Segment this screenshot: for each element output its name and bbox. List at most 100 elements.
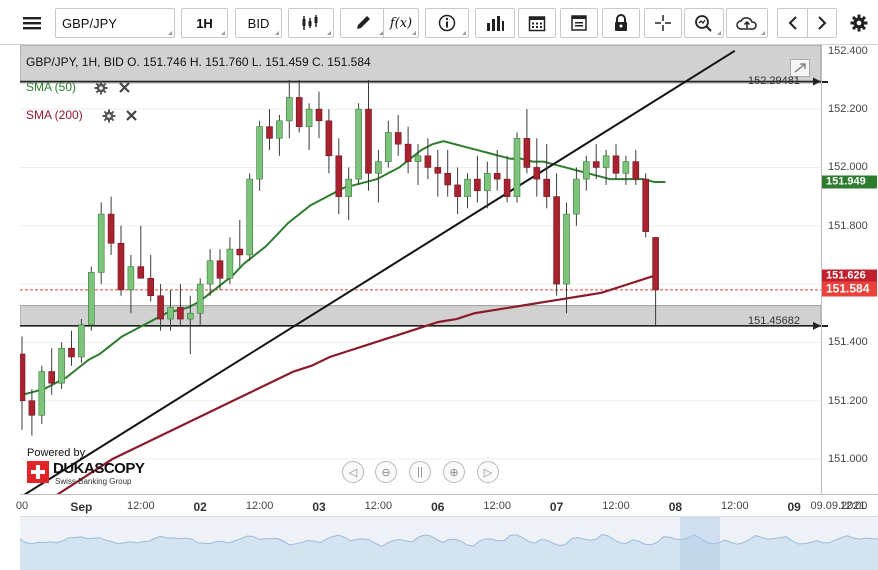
time-tick-label: 08 (668, 500, 683, 514)
bar-chart-button[interactable] (475, 8, 515, 38)
price-chart[interactable] (20, 45, 821, 494)
zoom-out-button[interactable]: ⊖ (375, 461, 397, 483)
report-button[interactable] (560, 8, 598, 38)
candle-body (642, 178, 650, 232)
candle-body (483, 172, 491, 192)
time-tick-label: 06 (431, 500, 445, 514)
candle-body (167, 307, 174, 320)
sma50-gear-icon[interactable] (94, 81, 108, 95)
time-tick-label: 12:00 (364, 500, 393, 512)
candle-body (632, 161, 640, 180)
drawing-tools-button[interactable] (340, 8, 386, 38)
candle-body (533, 167, 541, 180)
settings-button[interactable] (843, 8, 875, 38)
save-cloud-button[interactable] (726, 8, 768, 38)
candle-body (464, 178, 471, 197)
candle-body (424, 155, 432, 168)
calendar-icon (528, 16, 546, 32)
nav-next-button[interactable]: ▷ (477, 461, 499, 483)
candle-body (602, 155, 610, 168)
toolbar: GBP/JPY 1H BID f(x) (0, 0, 878, 45)
pencil-icon (357, 16, 370, 29)
indicators-button[interactable]: f(x) (383, 8, 419, 38)
calendar-button[interactable] (518, 8, 556, 38)
candle-body (563, 213, 570, 285)
menu-button[interactable] (12, 8, 52, 38)
sma50-line (21, 140, 666, 396)
crosshair-button[interactable] (644, 8, 682, 38)
time-tick-label: 02 (193, 500, 207, 514)
sma50-close-icon[interactable] (118, 81, 131, 94)
hline-upper-label: 152.29481 (748, 75, 800, 87)
time-tick-label: 12:00 (127, 500, 155, 512)
info-button[interactable] (425, 8, 469, 38)
lock-button[interactable] (602, 8, 640, 38)
candle-body (315, 108, 323, 122)
candle-body (137, 266, 145, 279)
nav-prev-button[interactable]: ◁ (342, 461, 364, 483)
candle-body (147, 277, 154, 297)
candle-body (444, 172, 452, 186)
navigator-area (20, 534, 878, 570)
candle-body (582, 161, 590, 180)
candle-body (127, 266, 135, 291)
candle-body (434, 167, 442, 174)
dukascopy-branding: Powered by DUKASCOPY Swiss Banking Group (27, 447, 157, 491)
document-icon (571, 15, 587, 31)
candle-body (58, 347, 65, 384)
sma200-gear-icon[interactable] (102, 109, 116, 123)
price-axis[interactable]: 151.000151.200151.400151.600151.800152.0… (821, 45, 878, 494)
sma50-price-label: 151.949 (822, 175, 877, 189)
time-tick-label: 07 (549, 500, 564, 514)
price-side-value: BID (247, 15, 270, 31)
candle-body (622, 161, 630, 174)
bar-chart-icon (487, 16, 504, 31)
scroll-left-button[interactable] (777, 8, 807, 38)
candle-body (226, 248, 234, 279)
candle-body (38, 371, 46, 416)
sma50-label: SMA (50) (26, 80, 77, 94)
expand-button[interactable] (790, 59, 810, 77)
candle-body (335, 155, 343, 197)
time-tick-label: 12:00 (245, 500, 274, 512)
reset-view-button[interactable]: || (409, 461, 431, 483)
price-tick-label: 151.400 (828, 336, 868, 349)
candle-body (345, 178, 353, 197)
navigator-chart (19, 517, 878, 570)
candle-body (384, 132, 392, 162)
time-tick-label: 09.09.2021 (810, 500, 866, 512)
navigator-panel[interactable] (19, 516, 878, 570)
candle-body (216, 260, 224, 279)
candle-body (404, 143, 412, 162)
zoom-in-icon: ⊕ (449, 466, 459, 479)
sma200-close-icon[interactable] (125, 109, 138, 122)
time-tick-label: 12:00 (839, 500, 868, 512)
chart-type-button[interactable] (288, 8, 334, 38)
swiss-cross-logo (27, 461, 49, 483)
info-icon (438, 14, 456, 32)
candle-body (157, 295, 164, 320)
scroll-right-button[interactable] (807, 8, 837, 38)
sma200-label: SMA (200) (26, 108, 83, 122)
time-tick-label: 12:00 (602, 500, 630, 512)
zoom-in-button[interactable]: ⊕ (443, 461, 465, 483)
crosshair-icon (655, 15, 671, 31)
zoom-button[interactable] (684, 8, 724, 38)
candle-body (375, 161, 382, 174)
candle-body (414, 155, 422, 162)
candle-body (68, 347, 75, 358)
candle-body (187, 312, 194, 320)
price-side-select[interactable]: BID (235, 8, 282, 38)
menu-icon (23, 17, 41, 30)
horizontal-line-arrow (813, 77, 821, 86)
sma200-legend[interactable]: SMA (200) (26, 108, 83, 122)
time-axis[interactable]: 00 Sep 12:00 02 12:00 03 12:00 06 12:00 07 12:00 08… (16, 494, 878, 516)
symbol-select[interactable]: GBP/JPY (55, 8, 175, 38)
candle-body (285, 97, 293, 122)
timeframe-select[interactable]: 1H (181, 8, 228, 38)
price-band (20, 305, 821, 327)
sma50-legend[interactable]: SMA (50) (26, 80, 76, 94)
horizontal-line-arrow (813, 321, 821, 330)
candle-body (543, 178, 551, 197)
